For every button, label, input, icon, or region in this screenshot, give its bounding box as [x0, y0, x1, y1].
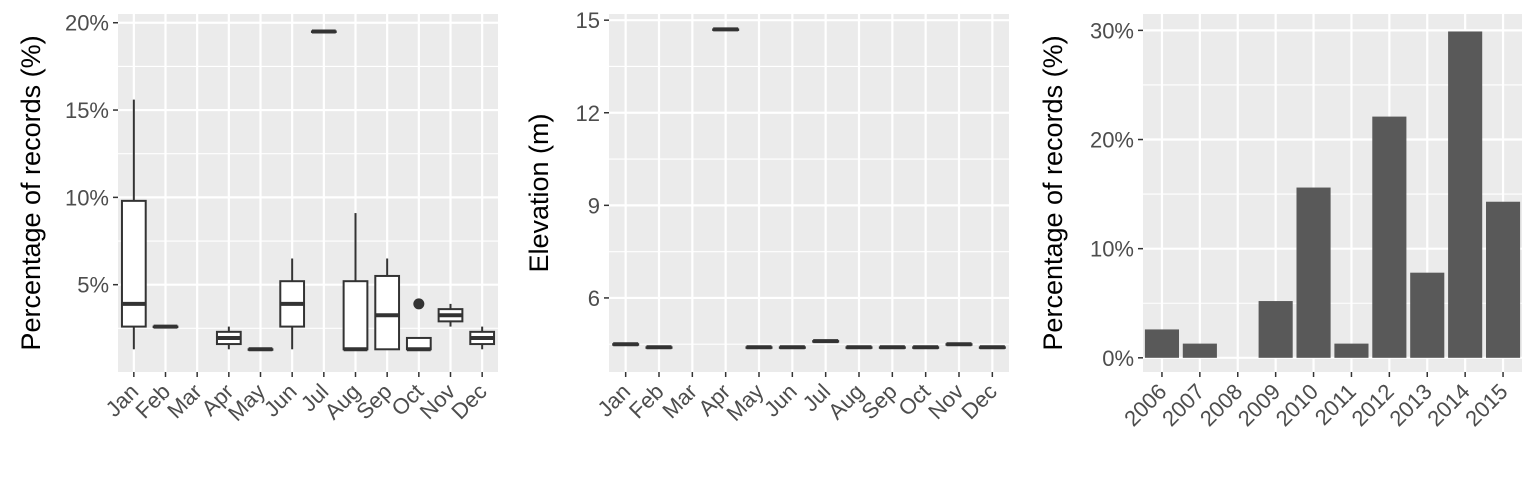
x-tick-label: 2007 — [1157, 379, 1209, 431]
box-body — [342, 280, 369, 351]
y-tick-label: 15 — [576, 8, 600, 33]
bar-2007 — [1182, 343, 1217, 358]
x-tick-label: Dec — [957, 379, 1002, 424]
box-Jul — [812, 339, 840, 344]
bar-2011 — [1334, 343, 1369, 358]
y-tick-label: 6 — [588, 286, 600, 311]
x-tick-label: 2006 — [1119, 379, 1171, 431]
x-tick-label: 2015 — [1460, 379, 1512, 431]
x-tick-label: 2013 — [1384, 379, 1436, 431]
box-Feb — [645, 345, 673, 350]
box-Sep — [374, 258, 401, 351]
box-Jan — [612, 342, 640, 347]
x-tick-label: Dec — [446, 379, 491, 424]
x-tick-label: 2014 — [1422, 379, 1474, 431]
box-May — [745, 345, 773, 350]
box-Apr — [712, 27, 740, 32]
y-tick-label: 9 — [588, 193, 600, 218]
box-outlier — [413, 298, 425, 310]
y-axis-title: Percentage of records (%) — [16, 35, 46, 350]
y-tick-label: 30% — [1090, 18, 1134, 43]
box-Dec — [469, 326, 496, 350]
x-tick-label: Jun — [259, 379, 302, 422]
box-Jan — [120, 99, 147, 350]
y-tick-label: 10% — [65, 185, 109, 210]
bar-2013 — [1410, 272, 1445, 358]
box-Oct — [405, 298, 432, 352]
x-tick-label: 2009 — [1233, 379, 1285, 431]
y-tick-label: 15% — [65, 98, 109, 123]
y-tick-label: 20% — [1090, 128, 1134, 153]
y-tick-label: 20% — [65, 11, 109, 36]
box-Jun — [778, 345, 806, 350]
bar-2010 — [1296, 187, 1331, 358]
bar-2009 — [1258, 301, 1293, 358]
x-tick-label: Jun — [759, 379, 802, 422]
box-Aug — [845, 345, 873, 350]
box-Feb — [152, 324, 179, 329]
box-Jul — [310, 29, 337, 34]
x-tick-label: 2012 — [1347, 379, 1399, 431]
x-tick-label: 2010 — [1271, 379, 1323, 431]
y-tick-label: 12 — [576, 101, 600, 126]
bar-2015 — [1485, 201, 1521, 358]
panel-1: 5%10%15%20%JanFebMarAprMayJunJulAugSepOc… — [16, 11, 498, 426]
box-Dec — [978, 345, 1006, 350]
box-Sep — [878, 345, 906, 350]
y-axis-title: Elevation (m) — [524, 113, 554, 272]
box-Nov — [437, 303, 464, 327]
box-Apr — [215, 326, 242, 350]
panel-background — [118, 14, 498, 372]
y-axis-title: Percentage of records (%) — [1038, 35, 1068, 350]
box-body — [120, 199, 147, 328]
box-Oct — [912, 345, 940, 350]
panel-3: 0%10%20%30%20062007200820092010201120122… — [1038, 14, 1522, 431]
panel-background — [609, 14, 1009, 372]
x-tick-label: 2011 — [1310, 379, 1361, 430]
box-Jun — [279, 258, 306, 350]
y-tick-label: 10% — [1090, 237, 1134, 262]
box-Nov — [945, 342, 973, 347]
bar-2006 — [1144, 329, 1180, 358]
x-tick-label: 2008 — [1195, 379, 1247, 431]
box-Aug — [342, 213, 369, 352]
box-body — [374, 274, 401, 351]
bar-2012 — [1372, 116, 1407, 358]
bar-2014 — [1448, 31, 1483, 358]
y-tick-label: 5% — [77, 273, 109, 298]
panel-2: 691215JanFebMarAprMayJunJulAugSepOctNovD… — [524, 8, 1009, 426]
box-May — [247, 347, 274, 352]
y-tick-label: 0% — [1102, 346, 1134, 371]
